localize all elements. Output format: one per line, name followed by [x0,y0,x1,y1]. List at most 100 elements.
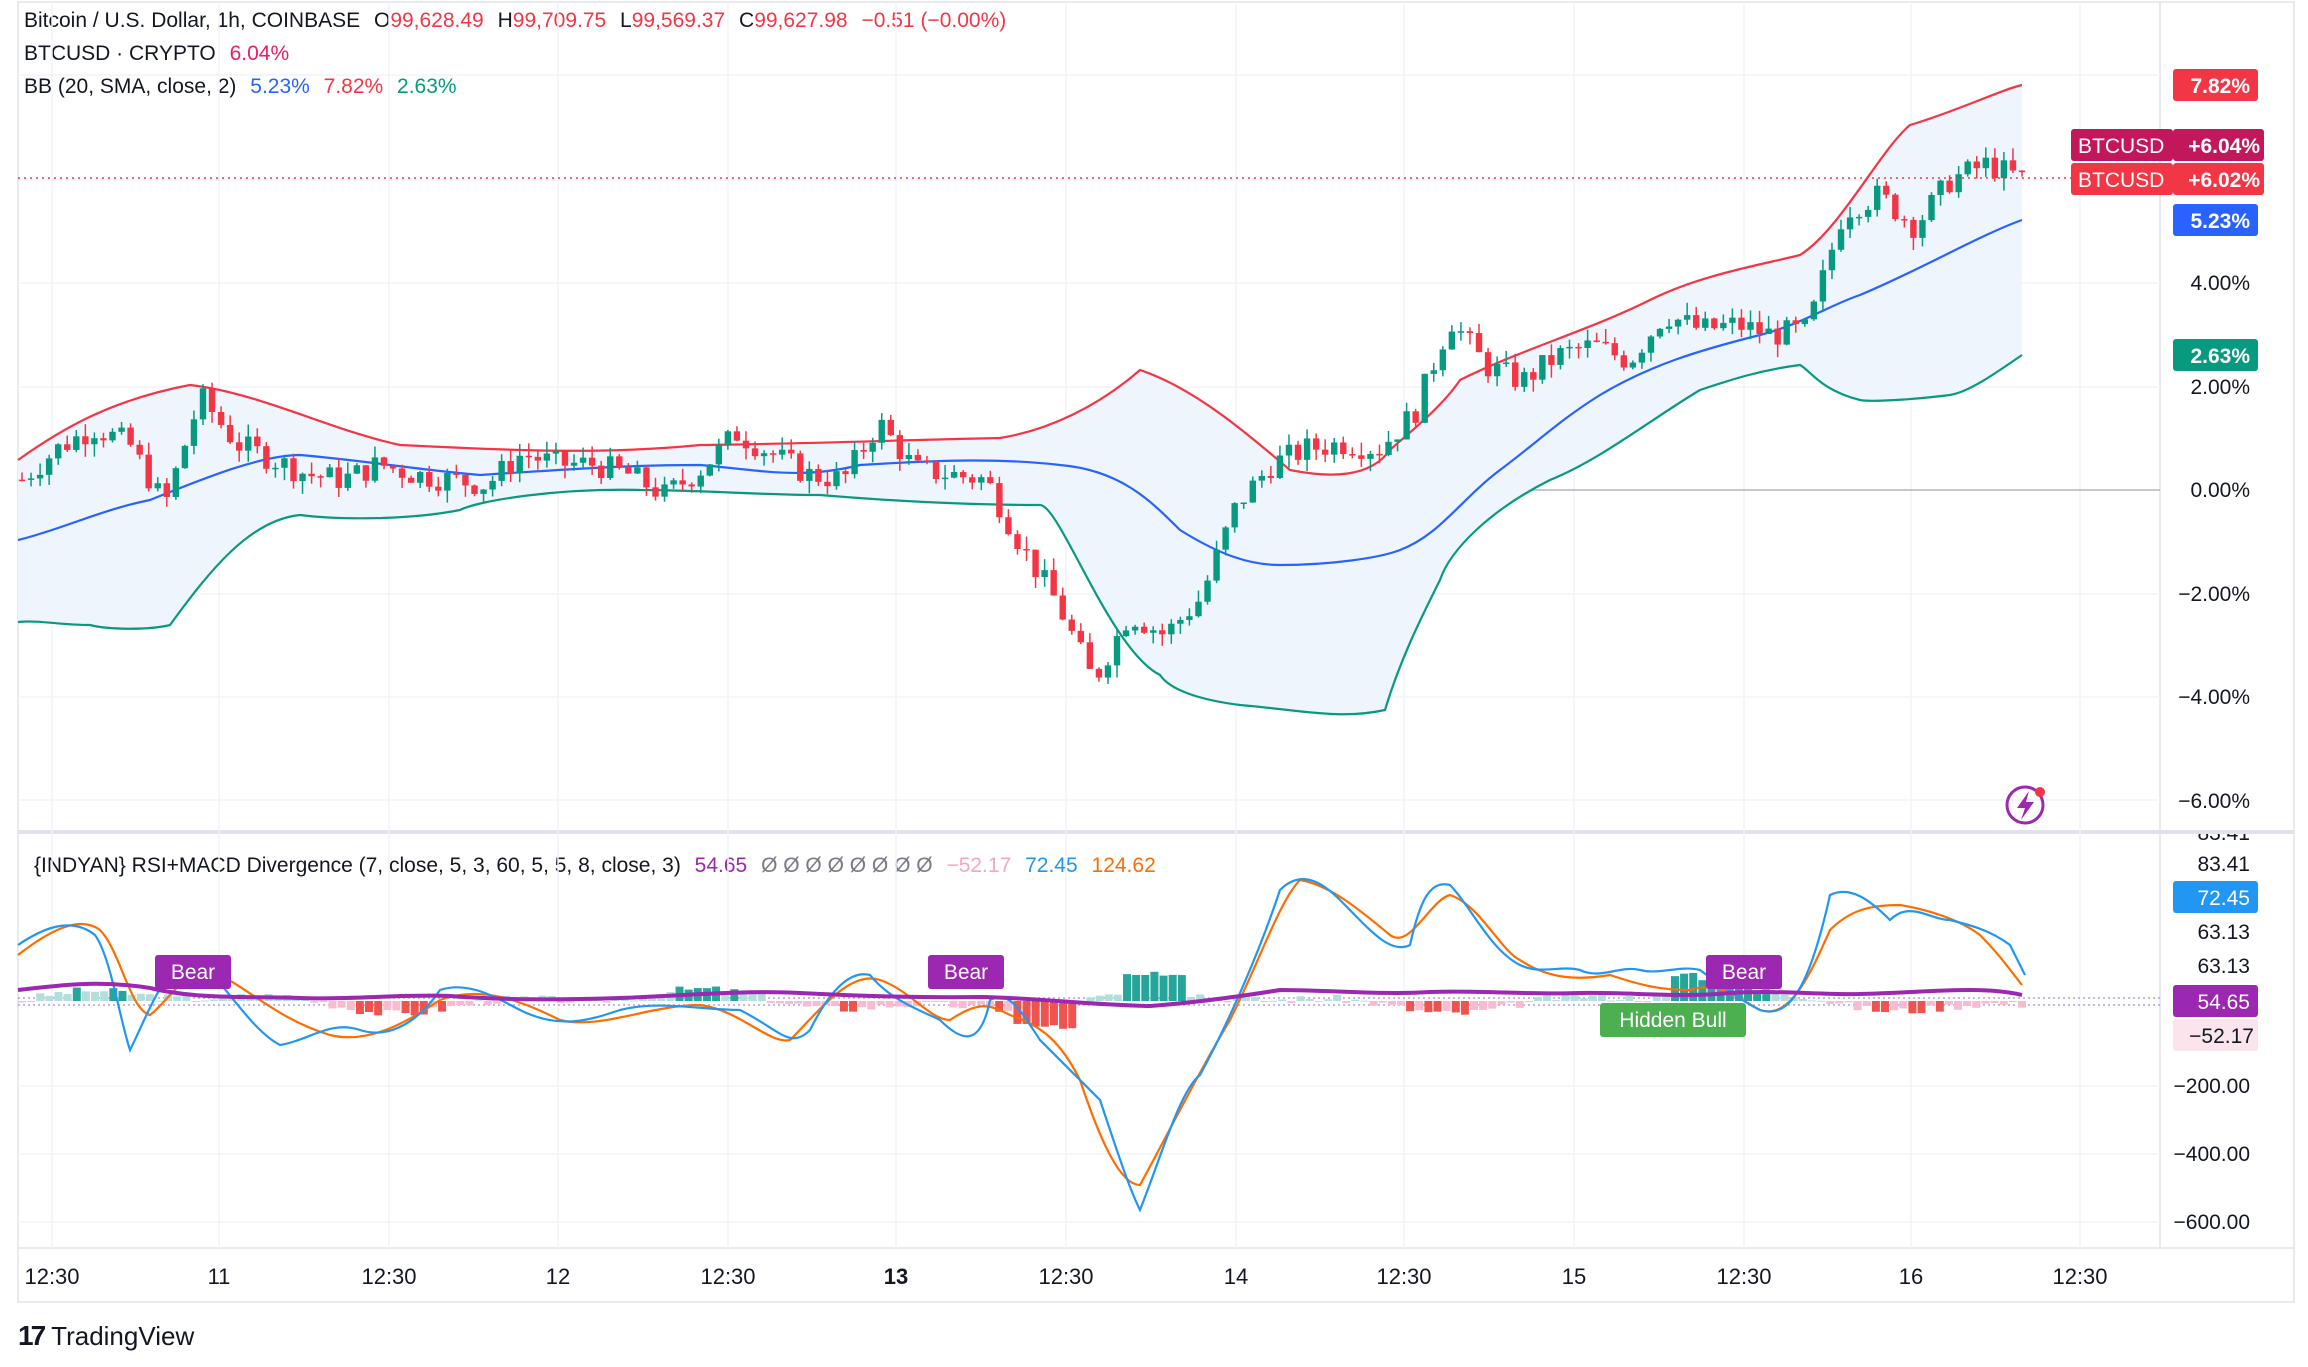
histogram-bar [839,1001,848,1012]
candle-body [842,471,849,475]
lightning-icon[interactable] [2005,785,2045,825]
price-tick: −2.00% [2178,583,2250,606]
candle-body [1901,219,1908,221]
histogram-bar [27,1001,36,1002]
candle-body [1729,317,1736,323]
histogram-bar [1049,1001,1058,1026]
candle-body [1113,636,1121,666]
histogram-bar [1689,973,1698,1001]
histogram-bar [328,1001,337,1009]
symbol-badge-2-value: +6.02% [2188,169,2260,192]
histogram-bar [1506,1001,1515,1003]
histogram-bar [629,1000,638,1002]
candle-body [1249,480,1256,503]
candle-body [1566,346,1573,349]
histogram-bar [109,988,118,1001]
candle-body [996,483,1003,518]
candle-body [652,487,659,497]
bb-upper-badge [2173,69,2258,101]
candle-body [987,477,994,484]
histogram-bar [940,1001,949,1002]
candle-body [969,477,976,483]
oscillator-badges: 72.45 54.65 −52.17 [2173,881,2258,1051]
candle-body [824,481,831,487]
candle-body [1484,352,1492,377]
candle-body [398,468,406,478]
histogram-bar [1515,1001,1524,1008]
histogram-bar [1241,997,1250,1001]
symbol-badge-1-value-bg [2173,129,2264,161]
histogram-bar [1533,997,1542,1001]
histogram-bar [1817,1000,1826,1002]
bb-label[interactable]: BB (20, SMA, close, 2) [24,75,237,98]
histogram-bar [100,991,109,1001]
candle-body [235,442,243,451]
bb-lower-value: 2.63% [397,75,457,98]
candle-body [607,456,614,478]
candle-body [1303,438,1311,460]
candle-body [570,462,578,466]
histogram-bar [858,1001,867,1008]
candle-body [54,444,62,459]
histogram-bar [894,1001,903,1007]
candle-body [797,453,804,481]
candle-body [1168,623,1175,635]
candle-body [1946,180,1953,193]
symbol-description[interactable]: Bitcoin / U.S. Dollar, 1h, COINBASE [24,9,361,32]
histogram-bar [355,1001,364,1015]
histogram-badge [2173,1019,2258,1051]
histogram-bar [556,1001,565,1004]
tradingview-logo[interactable]: 17 TradingView [18,1320,194,1352]
hidden-bull-label-text: Hidden Bull [1619,1009,1726,1032]
indicator-value-4: 124.62 [1091,854,1156,877]
indicator-label[interactable]: {INDYAN} RSI+MACD Divergence (7, close, … [34,854,681,877]
histogram-bar [1862,1001,1871,1006]
candle-body [1919,220,1926,238]
candle-body [1892,194,1899,220]
candle-body [1376,453,1383,456]
high-label: H [497,9,513,32]
candle-body [1539,355,1546,380]
change-value: −0.51 (−0.00%) [861,9,1007,32]
candle-body [778,449,786,455]
bear-label-3 [1706,955,1782,989]
histogram-bar [1607,1000,1616,1002]
time-axis[interactable]: 12:30 11 12:30 12 12:30 13 12:30 14 12:3… [24,1264,2107,1289]
histogram-bar [1497,1001,1506,1005]
candle-body [1258,476,1266,481]
oscillator-axis[interactable]: 83.41 83.41 63.13 63.13 −200.00 −400.00 … [2174,822,2251,1234]
histogram-bar [1223,1001,1232,1003]
histogram-bar [447,1001,456,1007]
candle-body [1883,185,1890,195]
candle-body [1240,502,1247,504]
histogram-bar [474,1000,483,1002]
candle-body [1765,328,1772,334]
candle-body [226,424,234,443]
candle-body [697,475,704,487]
candle-body [1647,336,1655,353]
candle-body [1928,194,1935,221]
candle-body [254,436,261,447]
histogram-bar [1059,1001,1068,1029]
candle-body [1150,630,1157,633]
histogram-bar [1342,1001,1351,1003]
histogram-bar [1698,980,1707,1001]
price-axis[interactable]: 4.00% 2.00% 0.00% −2.00% −4.00% −6.00% [2178,272,2250,813]
candle-body [1068,619,1075,631]
candle-body [1213,549,1220,581]
histogram-bar [365,1001,374,1013]
rsi-fast-line [17,878,2026,1213]
candle-body [1874,185,1881,210]
osc-tick: 83.41 [2197,853,2250,876]
histogram-bar [492,1001,501,1004]
candle-body [208,388,216,412]
low-value: 99,569.37 [631,9,726,32]
compare-label[interactable]: BTCUSD · CRYPTO [24,42,216,65]
candle-body [1955,174,1962,193]
candle-body [344,473,351,488]
brand-name: TradingView [51,1320,195,1351]
candle-body [959,472,967,478]
histogram-bar [785,1001,794,1004]
histogram-bar [1807,1000,1816,1002]
